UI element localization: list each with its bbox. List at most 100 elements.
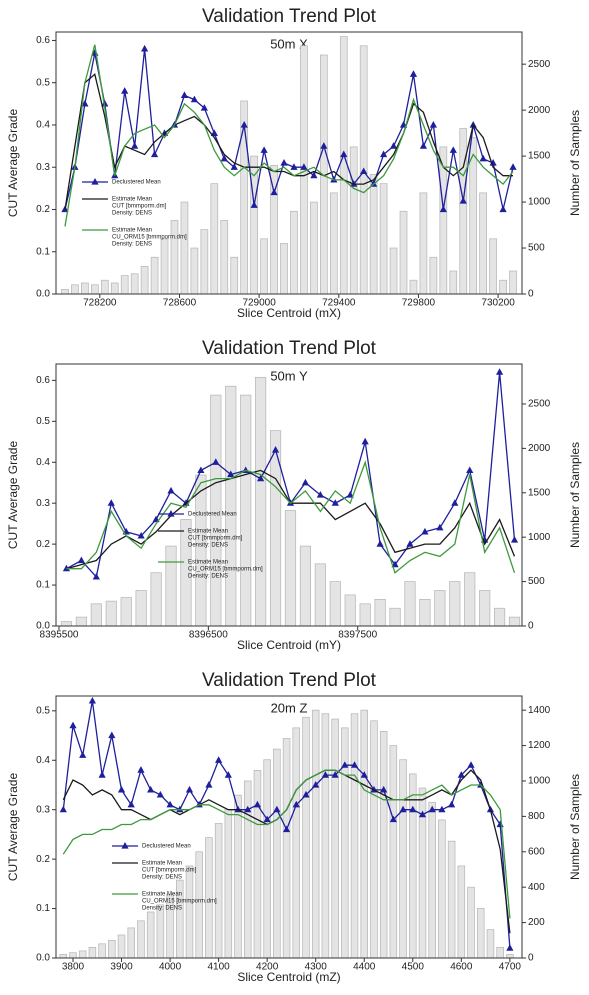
data-point — [166, 800, 174, 808]
data-point — [108, 731, 116, 739]
x-tick-label: 730200 — [481, 298, 515, 309]
data-point — [185, 785, 194, 793]
data-point — [273, 805, 281, 813]
sample-bar — [225, 385, 237, 627]
y2-tick-label: 1400 — [528, 705, 551, 716]
chart-subtitle: 50m X — [270, 36, 308, 51]
y-tick-label: 0.3 — [36, 498, 50, 509]
y2-axis-label: Number of Samples — [568, 442, 582, 548]
sample-bar — [195, 851, 203, 959]
y2-tick-label: 1000 — [528, 197, 551, 208]
sample-bar — [499, 279, 507, 295]
sample-bar — [339, 36, 348, 295]
x-axis-label: Slice Centroid (mX) — [237, 306, 341, 320]
series-line — [64, 73, 513, 210]
y2-axis-label: Number of Samples — [568, 774, 582, 880]
sample-bar — [399, 759, 407, 959]
data-point — [350, 761, 359, 768]
x-tick-label: 3900 — [110, 962, 133, 973]
chart-title: Validation Trend Plot — [202, 6, 377, 27]
sample-bar — [360, 709, 368, 959]
data-point — [88, 696, 97, 704]
sample-bar — [220, 220, 229, 295]
sample-bar — [69, 952, 77, 959]
sample-bar — [98, 943, 106, 959]
sample-bar — [299, 545, 312, 627]
x-tick-label: 729400 — [322, 298, 356, 309]
x-tick-label: 4700 — [499, 962, 522, 973]
sample-bar — [467, 886, 475, 959]
sample-bar — [165, 545, 177, 627]
sample-bar — [263, 759, 271, 959]
data-point — [263, 815, 271, 823]
sample-bar — [110, 282, 119, 295]
data-point — [510, 536, 519, 543]
sample-bar — [464, 572, 476, 627]
data-point — [180, 91, 189, 98]
data-point — [346, 491, 354, 498]
data-point — [215, 756, 223, 763]
data-point — [438, 805, 446, 813]
data-point — [59, 805, 67, 813]
x-tick-label: 8396500 — [189, 630, 228, 641]
sample-bar — [496, 947, 504, 959]
sample-bar — [150, 572, 162, 627]
data-point — [98, 771, 106, 778]
x-tick-label: 4000 — [159, 962, 182, 973]
y-axis-label: CUT Average Grade — [6, 773, 20, 882]
y-tick-label: 0.5 — [36, 705, 50, 716]
chart-subtitle: 50m Y — [270, 368, 308, 383]
sample-bar — [344, 594, 356, 627]
y-tick-label: 0.0 — [36, 289, 50, 300]
data-point — [428, 805, 436, 813]
series-line — [66, 460, 516, 574]
y-tick-label: 0.6 — [36, 375, 50, 386]
y2-tick-label: 1200 — [528, 740, 551, 751]
sample-bar — [156, 904, 165, 959]
data-point — [69, 721, 77, 729]
y2-tick-label: 1500 — [528, 487, 551, 498]
x-tick-label: 4500 — [402, 962, 425, 973]
data-point — [379, 150, 388, 158]
data-point — [418, 810, 427, 818]
legend-label: Estimate Mean — [188, 529, 228, 535]
y2-tick-label: 1500 — [528, 151, 551, 162]
data-point — [419, 142, 428, 149]
y2-tick-label: 200 — [528, 917, 545, 928]
legend-detail: CUT [bmmporm.dm] — [188, 536, 243, 542]
sample-bar — [273, 748, 281, 959]
data-point — [467, 761, 475, 768]
data-point — [107, 499, 115, 506]
data-point — [389, 142, 398, 149]
x-tick-label: 4400 — [353, 962, 376, 973]
data-point — [137, 531, 145, 539]
x-tick-label: 728200 — [83, 298, 117, 309]
data-point — [190, 95, 199, 103]
sample-bar — [71, 284, 79, 295]
sample-bar — [350, 713, 359, 959]
sample-bar — [379, 731, 388, 959]
legend-detail: Density: DENS — [142, 906, 182, 912]
y2-tick-label: 2000 — [528, 443, 551, 454]
sample-bar — [280, 243, 288, 295]
sample-bar — [250, 155, 258, 295]
sample-bar — [321, 713, 330, 959]
sample-bar — [180, 201, 189, 295]
data-point — [260, 146, 268, 153]
y-tick-label: 0.4 — [36, 755, 50, 766]
legend-detail: Density: DENS — [188, 543, 228, 549]
x-tick-label: 8395500 — [40, 630, 79, 641]
sample-bar — [100, 279, 109, 295]
data-point — [270, 188, 278, 196]
sample-bar — [311, 709, 320, 959]
data-point — [449, 146, 457, 153]
sample-bar — [81, 282, 89, 295]
legend-detail: CUT [bmmporm.dm] — [142, 868, 197, 874]
data-point — [421, 527, 429, 535]
data-point — [376, 540, 384, 547]
sample-bar — [329, 192, 338, 295]
y-tick-label: 0.1 — [36, 246, 50, 257]
data-point — [457, 771, 465, 778]
data-point — [280, 159, 288, 166]
data-point — [200, 104, 208, 111]
